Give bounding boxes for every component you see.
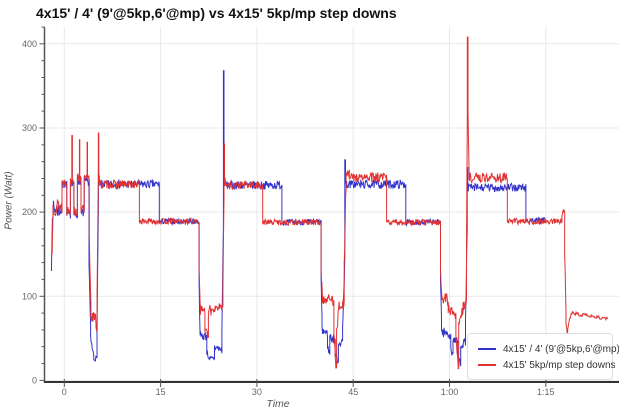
series-line — [51, 36, 608, 370]
y-tick-label: 300 — [22, 123, 37, 133]
legend-label-intervals: 4x15' / 4' (9'@5kp,6'@mp) — [503, 343, 619, 355]
y-tick-label: 0 — [32, 375, 37, 385]
x-tick-label: 1:00 — [441, 387, 459, 397]
legend-item-intervals: 4x15' / 4' (9'@5kp,6'@mp) — [478, 341, 619, 357]
x-tick-label: 30 — [252, 387, 262, 397]
x-tick-label: 0 — [62, 387, 67, 397]
y-tick-label: 200 — [22, 207, 37, 217]
red-line-swatch — [478, 364, 496, 366]
y-axis-title: Power (Watt) — [3, 171, 15, 230]
blue-line-swatch — [478, 348, 496, 350]
legend: 4x15' / 4' (9'@5kp,6'@mp) 4x15' 5kp/mp s… — [467, 333, 619, 380]
legend-item-stepdowns: 4x15' 5kp/mp step downs — [478, 357, 616, 373]
y-tick-label: 400 — [22, 39, 37, 49]
y-tick-label: 100 — [22, 291, 37, 301]
x-tick-label: 45 — [348, 387, 358, 397]
x-axis-title: Time — [266, 398, 290, 410]
legend-label-stepdowns: 4x15' 5kp/mp step downs — [503, 359, 616, 371]
chart-title: 4x15' / 4' (9'@5kp,6'@mp) vs 4x15' 5kp/m… — [36, 5, 397, 21]
series-line — [50, 70, 547, 367]
x-tick-label: 15 — [156, 387, 166, 397]
x-tick-label: 1:15 — [537, 387, 555, 397]
